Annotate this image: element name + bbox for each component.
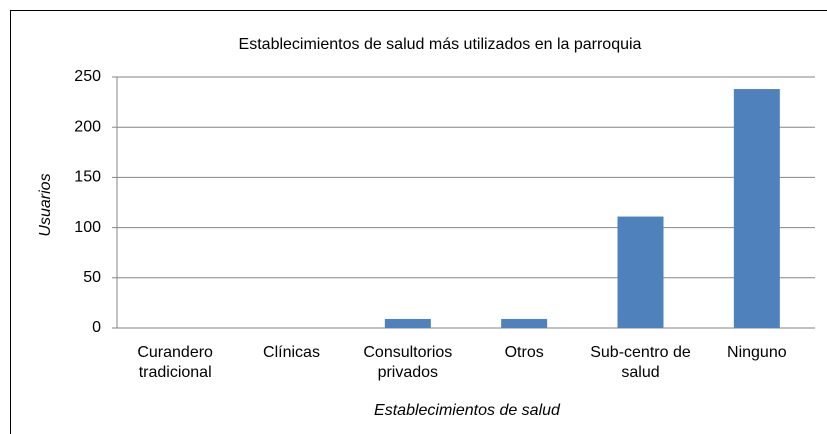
y-tick-label: 200 — [74, 118, 101, 135]
y-tick-label: 0 — [92, 319, 101, 336]
x-tick-label: Consultorios privados — [363, 344, 453, 381]
y-tick-label: 100 — [74, 219, 101, 236]
y-axis-title: Usuarios — [37, 173, 54, 236]
y-tick-label: 250 — [74, 68, 101, 85]
bar — [501, 318, 548, 328]
x-tick-label: Ninguno — [727, 344, 787, 361]
bar — [384, 318, 431, 328]
bar — [617, 216, 664, 328]
chart-title: Establecimientos de salud más utilizados… — [239, 36, 642, 53]
y-tick-label: 50 — [83, 269, 101, 286]
x-tick-label: Otros — [504, 344, 544, 361]
chart-border — [10, 10, 827, 434]
x-tick-label: Sub-centro de salud — [590, 344, 691, 381]
x-tick-label: Curandero tradicional — [137, 344, 213, 381]
y-tick-label: 150 — [74, 169, 101, 186]
bar — [733, 89, 780, 328]
x-axis-title: Establecimientos de salud — [374, 402, 561, 419]
x-tick-label: Clínicas — [263, 344, 320, 361]
